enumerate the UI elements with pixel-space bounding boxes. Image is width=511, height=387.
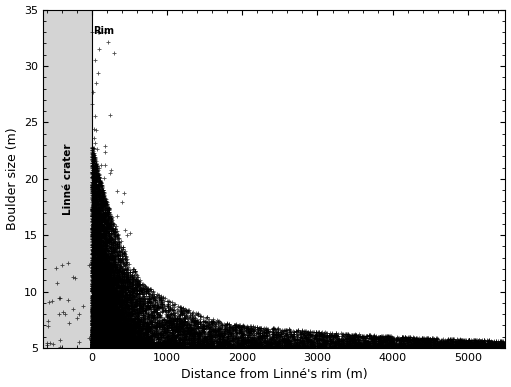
Y-axis label: Boulder size (m): Boulder size (m)	[6, 127, 18, 230]
Text: Linné crater: Linné crater	[62, 143, 73, 214]
Bar	[43, 10, 92, 348]
Text: Rim: Rim	[94, 26, 114, 36]
X-axis label: Distance from Linné's rim (m): Distance from Linné's rim (m)	[181, 368, 367, 382]
